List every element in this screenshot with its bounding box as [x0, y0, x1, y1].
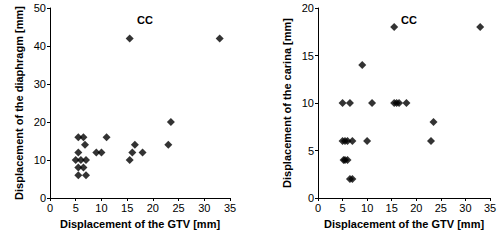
- svg-text:CC: CC: [137, 14, 153, 26]
- svg-text:35: 35: [224, 202, 236, 214]
- svg-text:20: 20: [410, 202, 422, 214]
- svg-text:15: 15: [386, 202, 398, 214]
- svg-text:20: 20: [302, 2, 314, 14]
- svg-text:0: 0: [315, 202, 321, 214]
- svg-text:10: 10: [95, 202, 107, 214]
- svg-text:10: 10: [34, 154, 46, 166]
- svg-text:Displacement of the carina [mm: Displacement of the carina [mm]: [281, 18, 293, 188]
- svg-text:30: 30: [198, 202, 210, 214]
- svg-text:50: 50: [34, 2, 46, 14]
- svg-text:15: 15: [302, 50, 314, 62]
- svg-text:Displacement of the diaphragm: Displacement of the diaphragm [mm]: [13, 6, 25, 200]
- svg-text:25: 25: [172, 202, 184, 214]
- svg-text:25: 25: [435, 202, 447, 214]
- svg-text:30: 30: [459, 202, 471, 214]
- svg-text:40: 40: [34, 40, 46, 52]
- svg-text:Displacement of the GTV [mm]: Displacement of the GTV [mm]: [324, 218, 484, 230]
- svg-text:10: 10: [361, 202, 373, 214]
- svg-text:0: 0: [308, 192, 314, 204]
- svg-text:5: 5: [308, 145, 314, 157]
- svg-text:0: 0: [40, 192, 46, 204]
- svg-text:20: 20: [34, 116, 46, 128]
- svg-text:35: 35: [484, 202, 496, 214]
- svg-text:10: 10: [302, 97, 314, 109]
- svg-text:30: 30: [34, 78, 46, 90]
- svg-text:Displacement of the GTV [mm]: Displacement of the GTV [mm]: [60, 218, 220, 230]
- svg-text:5: 5: [73, 202, 79, 214]
- svg-text:CC: CC: [401, 14, 417, 26]
- svg-text:0: 0: [47, 202, 53, 214]
- svg-text:20: 20: [147, 202, 159, 214]
- svg-text:5: 5: [340, 202, 346, 214]
- svg-text:15: 15: [121, 202, 133, 214]
